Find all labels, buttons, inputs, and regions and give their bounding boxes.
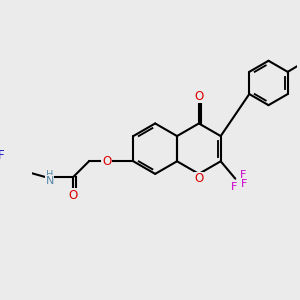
Text: O: O bbox=[102, 155, 111, 168]
Text: F: F bbox=[0, 149, 5, 162]
Text: F: F bbox=[231, 182, 237, 192]
Text: O: O bbox=[194, 89, 203, 103]
Text: N: N bbox=[46, 176, 54, 186]
Text: F: F bbox=[239, 170, 246, 181]
Text: F: F bbox=[241, 179, 247, 189]
Text: H: H bbox=[46, 170, 53, 180]
Text: O: O bbox=[194, 172, 203, 185]
Text: O: O bbox=[69, 189, 78, 202]
